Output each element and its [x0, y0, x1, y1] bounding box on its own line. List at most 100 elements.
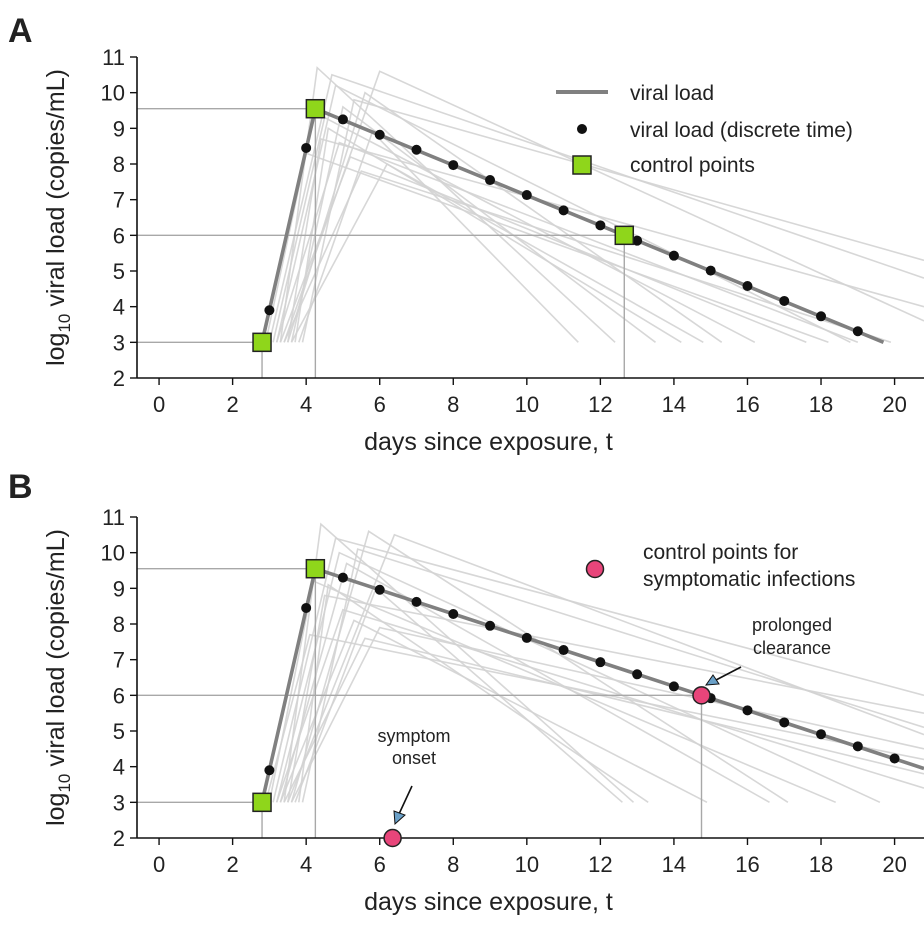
background-trajectory-11 [301, 548, 924, 803]
discrete-point [742, 280, 753, 291]
discrete-point [374, 584, 385, 595]
background-trajectory-5 [287, 533, 924, 803]
discrete-point [337, 114, 348, 125]
discrete-point [595, 657, 606, 668]
x-tick-label-8: 8 [447, 392, 459, 417]
y-tick-label-11: 11 [102, 505, 125, 530]
x-tick-label-12: 12 [588, 392, 612, 417]
x-tick-label-16: 16 [735, 392, 759, 417]
x-tick-label-18: 18 [809, 392, 833, 417]
y-tick-label-11: 11 [102, 45, 125, 70]
discrete-point [705, 265, 716, 276]
y-tick-label-9: 9 [113, 576, 125, 601]
discrete-point [779, 295, 790, 306]
background-trajectory-9 [287, 594, 924, 803]
x-tick-label-4: 4 [300, 392, 312, 417]
background-trajectory-5 [283, 70, 924, 343]
panel-b-letter: B [8, 468, 33, 506]
x-tick-label-18: 18 [809, 852, 833, 877]
legend-circle-swatch-icon [585, 559, 605, 579]
viral-load-line [260, 566, 924, 803]
background-trajectory-11 [301, 98, 924, 343]
discrete-point [668, 250, 679, 261]
viral-load-line [260, 106, 885, 344]
background-trajectory-0 [283, 522, 635, 803]
legend-label-symptomatic-line2: symptomatic infections [643, 568, 855, 591]
discrete-point [852, 326, 863, 337]
background-trajectory-9 [287, 137, 924, 343]
y-tick-label-6: 6 [113, 683, 125, 708]
x-tick-label-12: 12 [588, 852, 612, 877]
discrete-point [816, 311, 827, 322]
discrete-point [779, 717, 790, 728]
background-trajectory-6 [279, 562, 770, 803]
panel-a: A 0 2 4 6 8 10 12 14 16 18 20 2 3 4 5 6 7 8 9 10 11 days sinc… [8, 12, 924, 456]
x-tick-label-6: 6 [374, 852, 386, 877]
background-trajectory-10 [268, 580, 837, 804]
panel-a-legend: viral load viral load (discrete time) co… [556, 82, 853, 177]
panel-a-axes: 0 2 4 6 8 10 12 14 16 18 20 2 3 4 5 6 7 8 9 10 11 days since … [42, 45, 924, 456]
annotation-symptom-onset-arrowhead-icon [393, 810, 406, 826]
discrete-point [448, 160, 459, 171]
discrete-point [521, 190, 532, 201]
panel-a-letter: A [8, 12, 33, 50]
panel-b-background-trajectories [264, 522, 924, 804]
panel-b-reference-lines [137, 568, 703, 838]
background-trajectory-15 [283, 170, 892, 344]
annotation-prolonged-line1: prolonged [752, 615, 832, 635]
discrete-point [632, 669, 643, 680]
annotation-symptom-onset-line2: onset [392, 748, 436, 768]
discrete-point [632, 235, 643, 246]
background-trajectory-12 [279, 155, 807, 344]
x-tick-label-4: 4 [300, 852, 312, 877]
y-tick-label-3: 3 [113, 790, 125, 815]
background-trajectory-0 [279, 66, 616, 343]
discrete-point [337, 572, 348, 583]
annotation-prolonged-arrowhead-icon [704, 674, 720, 686]
background-trajectory-4 [264, 152, 829, 344]
x-tick-label-14: 14 [662, 392, 686, 417]
discrete-point [668, 681, 679, 692]
panel-a-series [252, 98, 885, 353]
annotation-symptom-onset-arrow-shaft [398, 785, 413, 815]
y-tick-label-8: 8 [113, 152, 125, 177]
annotation-prolonged-arrow-shaft [715, 666, 742, 681]
y-tick-label-4: 4 [113, 755, 125, 780]
background-trajectory-6 [290, 105, 656, 343]
x-tick-label-6: 6 [374, 392, 386, 417]
discrete-point [742, 705, 753, 716]
discrete-point [889, 753, 900, 764]
symptom-control-point [692, 686, 711, 705]
y-tick-label-4: 4 [113, 295, 125, 320]
discrete-point [852, 741, 863, 752]
x-tick-label-0: 0 [153, 392, 165, 417]
annotation-symptom-onset: symptom onset [377, 726, 451, 826]
control-point [614, 225, 635, 246]
background-trajectory-10 [272, 116, 756, 344]
discrete-point [301, 602, 312, 613]
legend-square-swatch-icon [572, 155, 592, 175]
y-tick-label-5: 5 [113, 259, 125, 284]
y-tick-label-2: 2 [113, 366, 125, 391]
panel-b-legend: control points for symptomatic infection… [585, 541, 855, 591]
x-axis-label: days since exposure, t [364, 888, 613, 916]
discrete-point [485, 175, 496, 186]
discrete-point [301, 142, 312, 153]
y-tick-label-6: 6 [113, 223, 125, 248]
panel-b: B 0 2 4 6 8 10 12 14 16 18 20 2 3 4 5 6 7 8 9 10 11 days sinc… [8, 468, 924, 916]
y-axis-label: log10 viral load (copies/mL) [42, 529, 74, 826]
discrete-point [558, 205, 569, 216]
annotation-symptom-onset-line1: symptom [377, 726, 450, 746]
discrete-point [264, 765, 275, 776]
control-point [305, 98, 326, 119]
discrete-point [448, 609, 459, 620]
discrete-point [264, 305, 275, 316]
panel-b-axes: 0 2 4 6 8 10 12 14 16 18 20 2 3 4 5 6 7 8 9 10 11 days since … [42, 505, 924, 916]
y-tick-label-9: 9 [113, 116, 125, 141]
legend-label-symptomatic-line1: control points for [643, 541, 798, 564]
symptom-control-point [383, 828, 402, 848]
discrete-point [411, 144, 422, 155]
panel-a-background-trajectories [264, 66, 924, 344]
background-trajectory-15 [283, 637, 924, 803]
